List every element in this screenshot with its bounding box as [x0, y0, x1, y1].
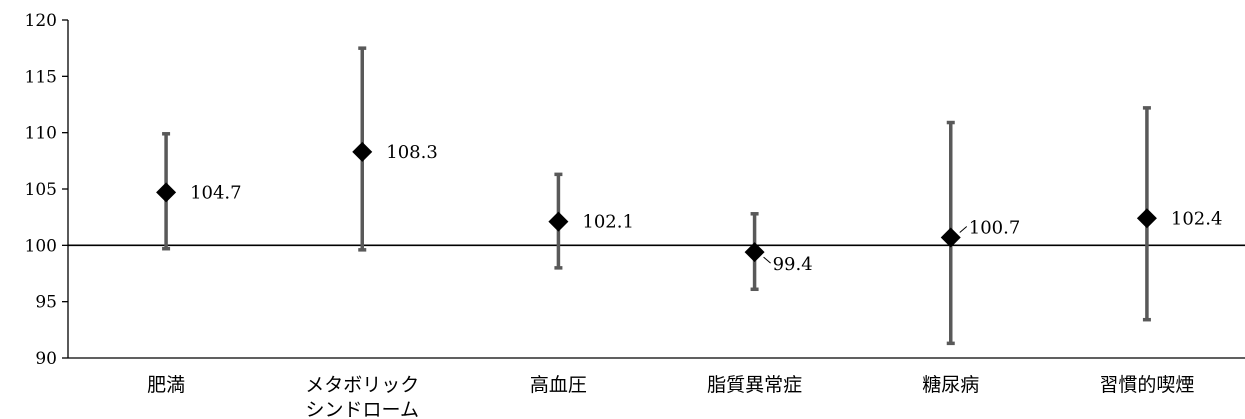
y-tick-label: 120 — [25, 11, 57, 31]
data-point-marker — [1136, 208, 1157, 229]
data-label: 102.1 — [582, 212, 634, 233]
data-label: 100.7 — [969, 217, 1021, 238]
x-category-label: 高血圧 — [530, 374, 587, 396]
data-point-marker — [744, 242, 765, 263]
y-tick-label: 100 — [25, 236, 57, 256]
x-category-label: メタボリック — [305, 374, 419, 396]
x-category-label: 肥満 — [147, 374, 185, 396]
data-label-leader — [763, 256, 771, 264]
data-label: 102.4 — [1171, 208, 1223, 229]
data-label: 104.7 — [190, 182, 242, 203]
data-label-leader — [959, 226, 968, 233]
y-tick-label: 105 — [25, 180, 57, 200]
y-tick-label: 90 — [35, 349, 57, 369]
data-point-marker — [352, 141, 373, 162]
x-category-label: 脂質異常症 — [707, 374, 802, 396]
y-tick-label: 115 — [25, 67, 57, 87]
y-tick-label: 110 — [25, 124, 57, 144]
data-point-marker — [156, 182, 177, 203]
y-tick-label: 95 — [35, 293, 57, 313]
data-point-marker — [940, 227, 961, 248]
data-label: 108.3 — [386, 142, 438, 163]
data-point-marker — [548, 211, 569, 232]
x-category-label: 糖尿病 — [922, 374, 979, 396]
x-category-label: 習慣的喫煙 — [1099, 374, 1194, 396]
x-category-label: シンドローム — [306, 399, 419, 419]
data-label: 99.4 — [773, 254, 813, 275]
